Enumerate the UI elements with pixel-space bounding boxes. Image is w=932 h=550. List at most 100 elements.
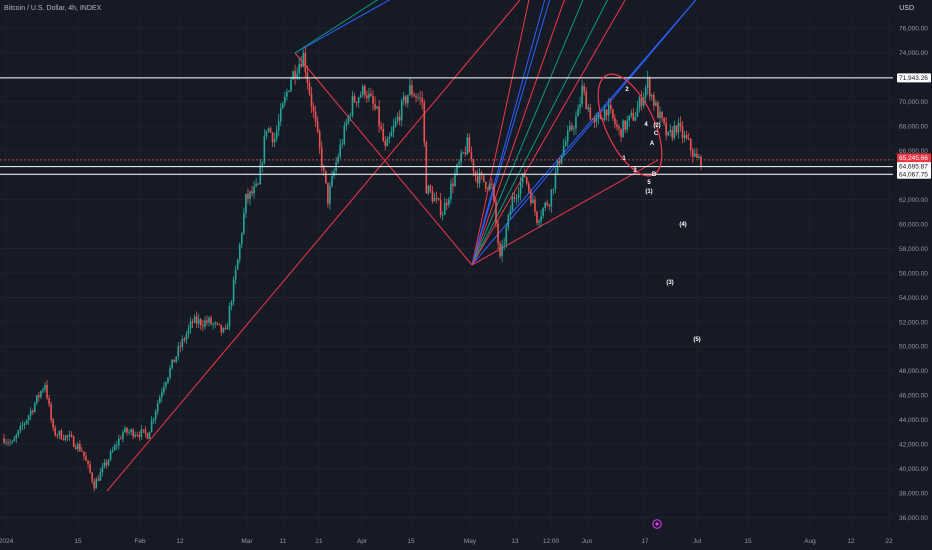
candle-body xyxy=(566,130,569,142)
candle-body xyxy=(628,115,631,121)
candle-body xyxy=(288,90,290,92)
candle-body xyxy=(282,103,284,109)
candle-body xyxy=(525,177,528,184)
candle-body xyxy=(425,142,428,194)
candle-body xyxy=(599,114,602,119)
candle-body xyxy=(612,109,614,119)
candle-body xyxy=(310,93,313,107)
highlight-ellipse[interactable] xyxy=(585,65,675,185)
price-tag-label: 65,245.66 xyxy=(899,155,928,162)
candle-body xyxy=(605,109,608,116)
candle-body xyxy=(648,78,651,97)
candle-body xyxy=(193,316,196,323)
candle-body xyxy=(546,202,549,206)
x-tick-label: 11 xyxy=(280,538,287,545)
candle-body xyxy=(583,85,585,92)
candle-body xyxy=(655,102,657,106)
candle-body xyxy=(197,319,200,324)
candle-body xyxy=(577,108,579,117)
candle-body xyxy=(454,173,456,187)
candle-body xyxy=(696,153,698,158)
trend-line xyxy=(471,159,659,266)
candle-body xyxy=(83,451,85,457)
candle-body xyxy=(126,427,128,433)
wave-label: B xyxy=(652,172,657,178)
candle-body xyxy=(191,321,194,323)
candle-body xyxy=(626,120,628,130)
candle-body xyxy=(638,97,641,108)
symbol-title[interactable]: Bitcoin / U.S. Dollar, 4h, INDEX xyxy=(4,5,102,12)
candle-body xyxy=(460,152,462,163)
candle-body xyxy=(156,403,159,412)
candle-body xyxy=(130,429,132,432)
candle-body xyxy=(544,202,546,208)
candle-body xyxy=(446,202,448,205)
horizontal-levels[interactable] xyxy=(0,77,893,175)
x-tick-label: Feb xyxy=(134,538,146,545)
candle-body xyxy=(50,404,52,420)
candle-body xyxy=(689,138,692,151)
candle-body xyxy=(249,191,251,199)
event-marker-icon[interactable] xyxy=(652,519,662,529)
wave-label: (2) xyxy=(653,123,660,129)
candle-body xyxy=(634,117,637,121)
candle-body xyxy=(439,199,442,215)
candle-body xyxy=(366,95,368,99)
candle-body xyxy=(470,152,473,160)
candle-body xyxy=(456,164,458,174)
candle-body xyxy=(669,129,672,132)
candle-body xyxy=(81,450,83,452)
candle-body xyxy=(417,97,419,99)
candle-body xyxy=(298,64,300,74)
candle-body xyxy=(550,189,553,207)
candle-body xyxy=(118,438,120,446)
candle-body xyxy=(427,185,430,194)
x-tick-label: May xyxy=(464,538,477,545)
candle-body xyxy=(290,79,292,91)
candle-body xyxy=(523,173,526,178)
candle-body xyxy=(23,423,26,426)
candle-body xyxy=(206,320,208,323)
candle-body xyxy=(132,429,134,437)
candle-body xyxy=(210,317,212,325)
candle-body xyxy=(388,136,391,139)
candle-body xyxy=(497,223,499,244)
candle-body xyxy=(368,93,370,99)
candle-body xyxy=(493,184,495,201)
x-tick-label: 13 xyxy=(511,538,519,545)
candle-body xyxy=(585,91,587,110)
price-tag-label: 71,943.26 xyxy=(899,75,928,82)
price-axis[interactable]: 36,000.00 38,000.00 40,000.00 42,000.00 44,0… xyxy=(899,26,928,523)
y-tick-label: 38,000.00 xyxy=(899,491,928,498)
candle-body xyxy=(503,243,505,245)
candle-body xyxy=(327,182,329,204)
candle-body xyxy=(349,115,352,116)
candle-body xyxy=(616,124,618,127)
candle-body xyxy=(261,162,264,166)
time-axis[interactable]: 2024 15 Feb 12 Mar 11 21 Apr 15 May 13 12:00 Jun 17 Ju… xyxy=(0,538,893,545)
candle-body xyxy=(279,108,282,122)
y-tick-label: 56,000.00 xyxy=(899,270,928,277)
candle-body xyxy=(60,430,63,440)
candle-body xyxy=(661,111,663,119)
candle-body xyxy=(138,435,141,437)
candle-body xyxy=(589,107,592,120)
candle-body xyxy=(683,135,686,138)
candle-body xyxy=(382,128,385,141)
candle-body xyxy=(27,415,30,421)
candle-body xyxy=(72,436,75,447)
candle-body xyxy=(140,429,143,437)
candle-body xyxy=(482,174,485,182)
wave-label: 2 xyxy=(625,87,629,93)
candle-body xyxy=(216,322,218,324)
trend-line xyxy=(471,0,530,266)
candle-body xyxy=(398,116,401,121)
candle-body xyxy=(364,86,366,96)
candle-body xyxy=(411,85,413,95)
currency-label[interactable]: USD xyxy=(899,5,914,12)
candle-body xyxy=(19,425,22,431)
candle-body xyxy=(159,397,161,404)
candle-body xyxy=(429,185,432,192)
candle-body xyxy=(597,114,600,118)
